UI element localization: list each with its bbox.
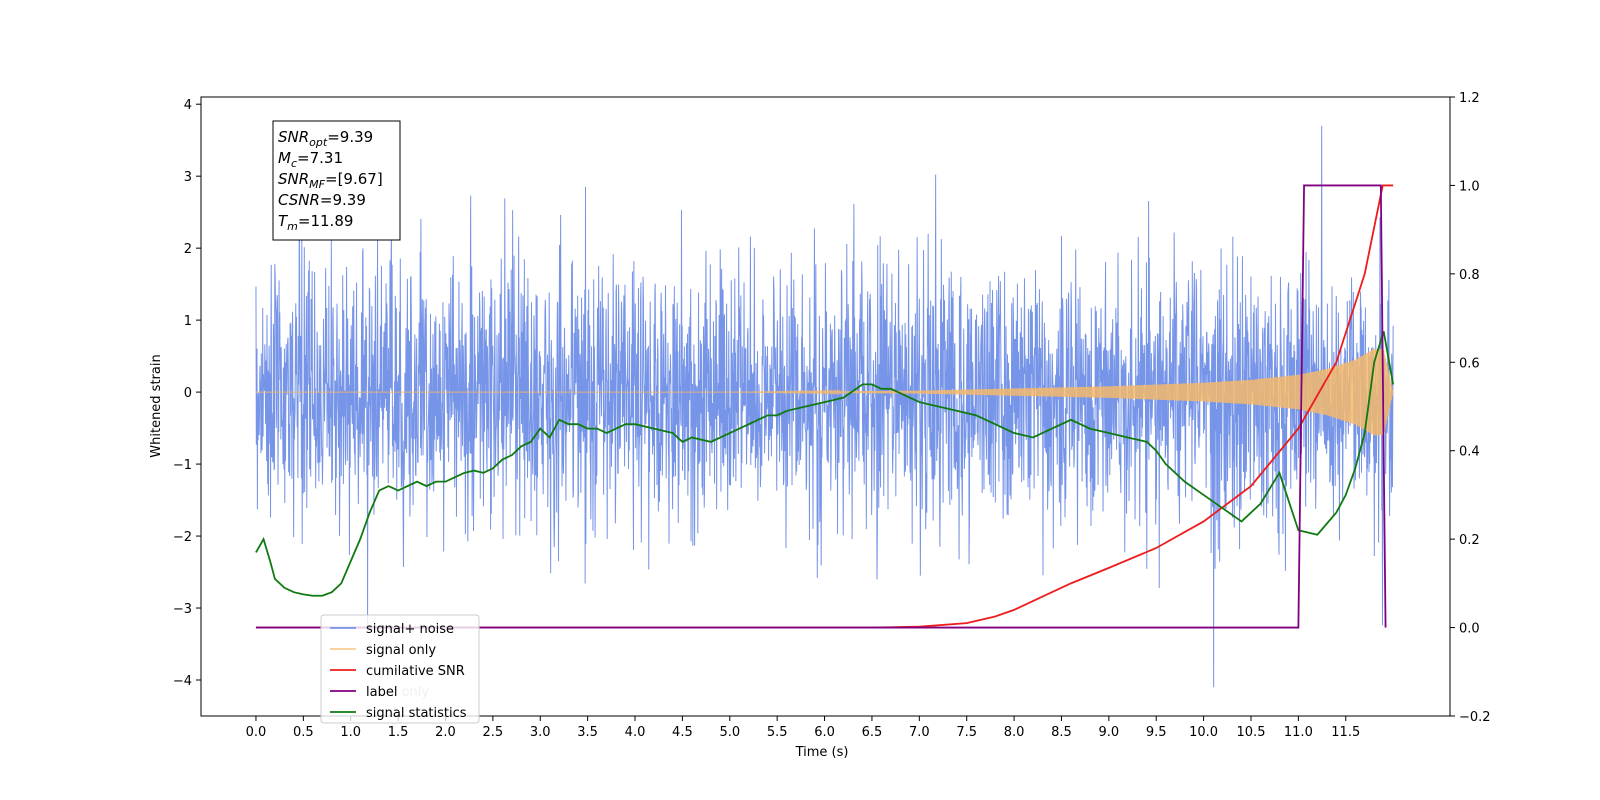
stats-line: SNRMF=[9.67] — [278, 170, 383, 191]
y-tick-label: −4 — [173, 674, 192, 689]
x-tick-label: 2.0 — [435, 725, 456, 740]
x-tick-label: 4.0 — [625, 725, 646, 740]
x-tick-label: 8.5 — [1051, 725, 1072, 740]
x-tick-label: 2.5 — [483, 725, 504, 740]
x-tick-label: 7.5 — [956, 725, 977, 740]
x-tick-label: 3.0 — [530, 725, 551, 740]
x-tick-label: 5.5 — [767, 725, 788, 740]
series-label-line — [255, 184, 1387, 629]
x-tick-label: 10.5 — [1237, 725, 1266, 740]
y2-tick-label: 0.2 — [1459, 533, 1480, 548]
axes-frame — [200, 96, 1451, 717]
y-tick-label: 4 — [184, 98, 192, 113]
y-tick-label: 3 — [184, 170, 192, 185]
x-tick-label: 7.0 — [909, 725, 930, 740]
x-tick-label: 4.5 — [672, 725, 693, 740]
stats-line: SNRopt=9.39 — [278, 128, 373, 149]
x-tick-label: 10.0 — [1189, 725, 1218, 740]
y2-tick-label: 1.2 — [1459, 91, 1480, 106]
y-tick-label: −2 — [173, 530, 192, 545]
legend-frame — [320, 614, 480, 724]
legend-label: signal statistics — [366, 706, 467, 721]
y-tick-label: −3 — [173, 602, 192, 617]
x-tick-label: 9.0 — [1099, 725, 1120, 740]
y-tick-label: 0 — [184, 386, 192, 401]
x-axis-label: Time (s) — [795, 745, 849, 760]
y2-tick-label: 0.4 — [1459, 445, 1480, 460]
series-cumulative-snr-line — [255, 184, 1394, 629]
legend-label: signal only — [366, 643, 436, 658]
legend-label: label — [366, 685, 397, 700]
plot-area — [255, 125, 1395, 688]
axes: 0.0 0.5 1.0 1.5 2.0 2.5 3.0 3.5 4.0 4.5 5.0 5.5 6.0 6… — [173, 91, 1491, 740]
y2-tick-label: 0.8 — [1459, 268, 1480, 283]
x-tick-label: 11.5 — [1331, 725, 1360, 740]
x-tick-label: 3.5 — [577, 725, 598, 740]
y2-tick-label: −0.2 — [1459, 710, 1491, 725]
x-tick-label: 1.0 — [340, 725, 361, 740]
legend-label: cumilative SNR — [366, 664, 465, 679]
legend-label: signal+ noise — [366, 622, 454, 637]
y2-tick-label: 0.0 — [1459, 622, 1480, 637]
x-tick-label: 11.0 — [1284, 725, 1313, 740]
series-signal-statistics-line — [255, 331, 1395, 597]
x-tick-label: 0.0 — [246, 725, 267, 740]
x-tick-label: 9.5 — [1146, 725, 1167, 740]
y2-tick-label: 1.0 — [1459, 179, 1480, 194]
x-tick-label: 6.5 — [862, 725, 883, 740]
stats-line: Mc=7.31 — [278, 149, 343, 170]
plot-clip-group — [255, 125, 1395, 688]
y-tick-label: −1 — [173, 458, 192, 473]
y-tick-label: 2 — [184, 242, 192, 257]
series-signal-only-line — [255, 348, 1394, 436]
y-tick-label: 1 — [184, 314, 192, 329]
y-axis-label: Whitened strain — [149, 354, 164, 457]
stats-line: Tm=11.89 — [278, 212, 353, 233]
x-tick-label: 8.0 — [1004, 725, 1025, 740]
series-signal-noise-line — [255, 125, 1394, 688]
x-tick-label: 0.5 — [293, 725, 314, 740]
y2-tick-label: 0.6 — [1459, 356, 1480, 371]
x-tick-label: 5.0 — [719, 725, 740, 740]
stats-box-frame — [272, 120, 401, 241]
x-tick-label: 1.5 — [388, 725, 409, 740]
x-tick-label: 6.0 — [814, 725, 835, 740]
stats-line: CSNR=9.39 — [278, 191, 366, 209]
